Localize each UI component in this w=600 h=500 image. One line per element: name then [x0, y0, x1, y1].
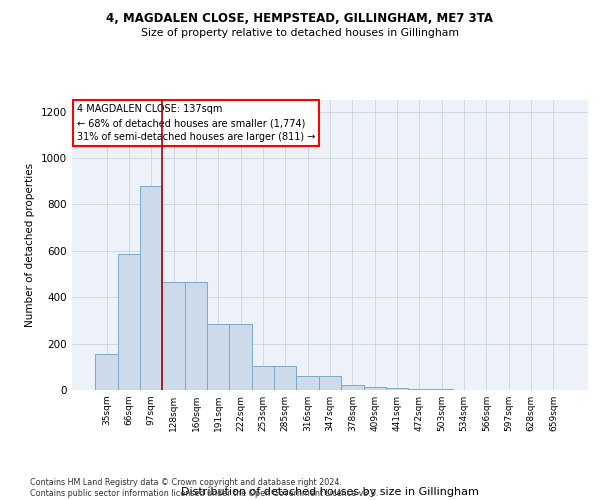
- Bar: [185, 282, 207, 390]
- Bar: [229, 324, 252, 390]
- Bar: [207, 324, 229, 390]
- Bar: [252, 366, 274, 390]
- Text: 4, MAGDALEN CLOSE, HEMPSTEAD, GILLINGHAM, ME7 3TA: 4, MAGDALEN CLOSE, HEMPSTEAD, GILLINGHAM…: [107, 12, 493, 26]
- Bar: [95, 354, 118, 390]
- Bar: [296, 376, 319, 390]
- Bar: [364, 386, 386, 390]
- Bar: [274, 366, 296, 390]
- Text: Size of property relative to detached houses in Gillingham: Size of property relative to detached ho…: [141, 28, 459, 38]
- Text: 4 MAGDALEN CLOSE: 137sqm
← 68% of detached houses are smaller (1,774)
31% of sem: 4 MAGDALEN CLOSE: 137sqm ← 68% of detach…: [77, 104, 316, 142]
- Bar: [386, 388, 408, 390]
- Bar: [140, 186, 163, 390]
- X-axis label: Distribution of detached houses by size in Gillingham: Distribution of detached houses by size …: [181, 487, 479, 497]
- Y-axis label: Number of detached properties: Number of detached properties: [25, 163, 35, 327]
- Bar: [319, 376, 341, 390]
- Bar: [163, 282, 185, 390]
- Bar: [118, 254, 140, 390]
- Bar: [341, 385, 364, 390]
- Text: Contains HM Land Registry data © Crown copyright and database right 2024.
Contai: Contains HM Land Registry data © Crown c…: [30, 478, 379, 498]
- Bar: [408, 389, 431, 390]
